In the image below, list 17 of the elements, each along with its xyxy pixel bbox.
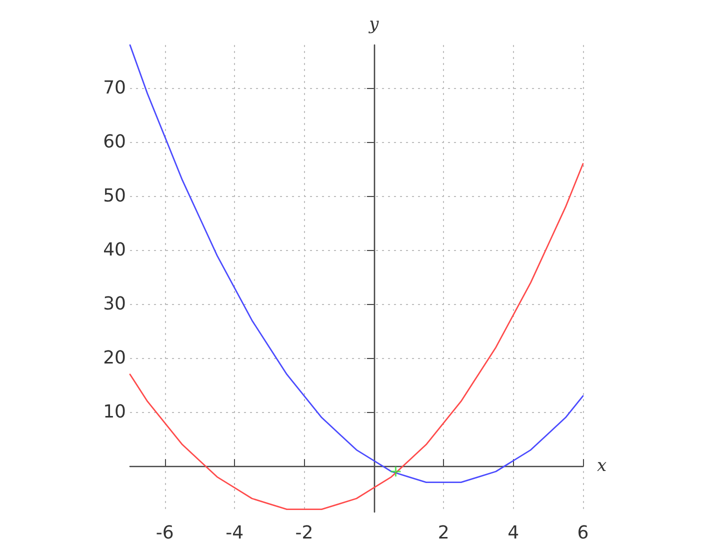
- y-tick-label: 70: [103, 78, 126, 99]
- y-tick-label: 50: [103, 186, 126, 207]
- x-tick-label: -2: [295, 522, 314, 544]
- y-tick-label: 30: [103, 294, 126, 315]
- x-tick-label: -6: [156, 522, 174, 544]
- x-tick-label: 6: [577, 522, 589, 544]
- x-tick-label: 2: [438, 522, 450, 544]
- line-series: [129, 44, 584, 484]
- y-tick-label: 10: [103, 402, 126, 423]
- y-tick-label: 40: [103, 240, 126, 261]
- y-tick-label: 60: [103, 132, 126, 153]
- y-axis-title: y: [368, 14, 380, 34]
- y-tick-label: 20: [103, 348, 126, 369]
- line-series: [129, 163, 584, 510]
- x-axis-title: x: [597, 456, 607, 476]
- x-tick-label: -4: [226, 522, 244, 544]
- x-tick-label: 4: [508, 522, 520, 544]
